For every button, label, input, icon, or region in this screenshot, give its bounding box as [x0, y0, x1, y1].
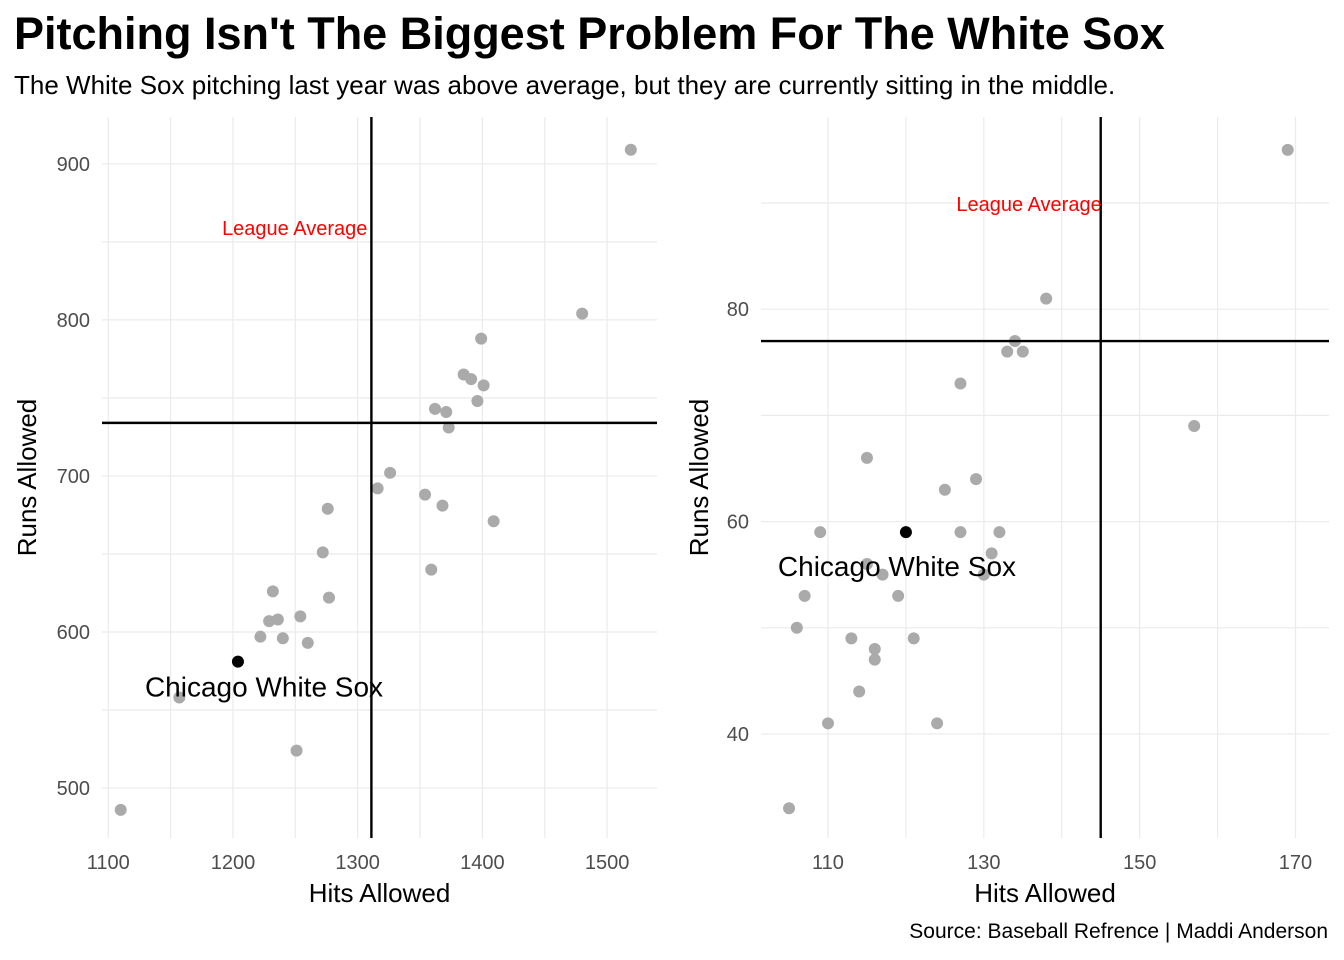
y-axis-title: Runs Allowed: [12, 399, 42, 557]
team-point: [907, 632, 920, 645]
team-point: [429, 402, 441, 415]
team-point: [576, 307, 589, 320]
y-tick-label: 60: [727, 512, 749, 534]
y-tick-label: 800: [57, 310, 90, 332]
y-tick-label: 600: [57, 622, 90, 644]
white-sox-label: Chicago White Sox: [145, 672, 383, 703]
x-tick-label: 1400: [460, 852, 505, 874]
team-point: [322, 591, 335, 604]
team-point: [860, 558, 873, 571]
x-axis-title: Hits Allowed: [974, 878, 1116, 908]
team-point: [954, 377, 967, 390]
team-point: [487, 515, 500, 528]
team-point: [266, 585, 279, 598]
team-point: [271, 613, 284, 626]
team-point: [822, 717, 835, 730]
team-point: [1040, 292, 1053, 305]
white-sox-point: [231, 655, 244, 668]
team-point: [1001, 345, 1014, 358]
team-point: [276, 632, 289, 645]
chart-title: Pitching Isn't The Biggest Problem For T…: [14, 8, 1165, 59]
team-point: [860, 451, 873, 464]
team-point: [993, 526, 1006, 539]
league-average-label: League Average: [222, 218, 367, 240]
x-tick-label: 130: [967, 852, 1000, 874]
team-point: [316, 546, 329, 559]
team-point: [1281, 143, 1294, 156]
team-point: [471, 395, 484, 408]
x-tick-label: 1300: [335, 852, 380, 874]
team-point: [985, 547, 998, 560]
y-tick-label: 500: [57, 778, 90, 800]
team-point: [1016, 345, 1029, 358]
team-point: [868, 653, 881, 666]
white-sox-point: [899, 526, 912, 539]
team-point: [1188, 420, 1201, 432]
league-average-label: League Average: [956, 194, 1101, 216]
team-point: [954, 526, 967, 539]
team-point: [624, 143, 637, 156]
white-sox-label: Chicago White Sox: [778, 551, 1016, 582]
team-point: [845, 632, 858, 645]
team-point: [173, 691, 186, 704]
team-point: [798, 589, 811, 602]
team-point: [321, 502, 334, 515]
team-point: [290, 744, 303, 757]
team-point: [442, 421, 455, 434]
x-axis-title: Hits Allowed: [309, 878, 451, 908]
team-point: [436, 499, 449, 512]
team-point: [301, 636, 314, 649]
team-point: [970, 473, 983, 486]
y-tick-label: 700: [57, 466, 90, 488]
team-point: [419, 488, 432, 501]
team-point: [465, 373, 478, 386]
source-caption: Source: Baseball Refrence | Maddi Anders…: [909, 920, 1328, 943]
x-tick-label: 1500: [585, 852, 630, 874]
team-point: [384, 466, 397, 479]
team-point: [294, 610, 307, 623]
y-axis-title: Runs Allowed: [684, 399, 714, 557]
team-point: [475, 332, 488, 345]
x-tick-label: 1100: [87, 852, 130, 874]
team-point: [425, 563, 438, 576]
team-point: [853, 685, 866, 698]
team-point: [977, 568, 990, 581]
team-point: [876, 568, 889, 581]
team-point: [814, 526, 827, 539]
team-point: [114, 803, 127, 816]
y-tick-label: 900: [57, 154, 90, 176]
x-tick-label: 110: [812, 852, 844, 874]
y-tick-label: 40: [727, 724, 749, 746]
chart-subtitle: The White Sox pitching last year was abo…: [14, 70, 1116, 100]
team-point: [477, 379, 490, 392]
team-point: [371, 482, 384, 495]
team-point: [868, 642, 881, 655]
x-tick-label: 1200: [211, 852, 256, 874]
team-point: [790, 621, 803, 634]
team-point: [440, 405, 453, 418]
x-tick-label: 170: [1279, 852, 1312, 874]
x-tick-label: 150: [1123, 852, 1156, 874]
team-point: [783, 802, 796, 815]
team-point: [254, 630, 267, 643]
team-point: [892, 589, 905, 602]
team-point: [938, 483, 951, 496]
y-tick-label: 80: [727, 299, 749, 321]
team-point: [931, 717, 944, 730]
